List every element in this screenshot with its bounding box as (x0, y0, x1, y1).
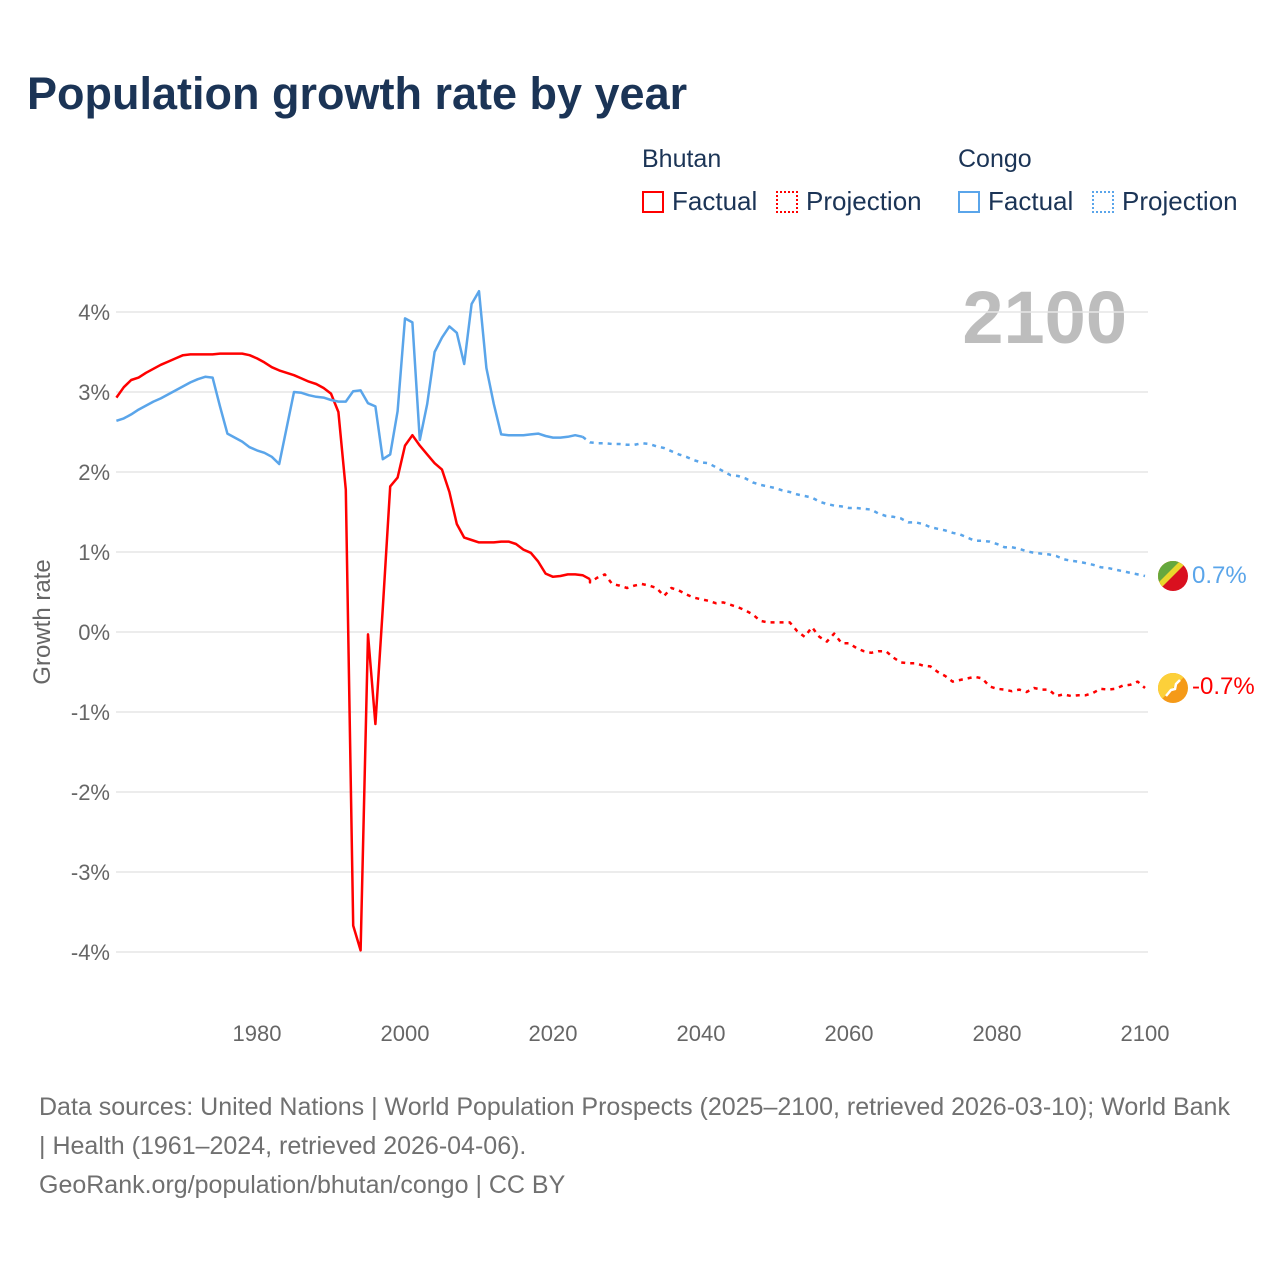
legend-label: Factual (988, 186, 1074, 216)
legend-label: Factual (672, 186, 758, 216)
legend-congo-factual[interactable]: Factual (958, 186, 1073, 217)
y-axis-label: Growth rate (29, 559, 56, 684)
bhutan-flag-icon (1158, 673, 1188, 703)
legend-swatch (958, 190, 980, 213)
credit-link[interactable]: GeoRank.org/population/bhutan/congo | CC… (39, 1171, 566, 1199)
y-tick-label: 3% (78, 380, 110, 405)
x-tick-label: 2060 (825, 1021, 874, 1046)
y-tick-label: 1% (78, 540, 110, 565)
x-tick-label: 1980 (233, 1021, 282, 1046)
y-tick-label: 0% (78, 620, 110, 645)
legend-bhutan-projection[interactable]: Projection (776, 186, 922, 217)
legend-group-congo: Congo (958, 145, 1032, 173)
congo-end-label: 0.7% (1192, 562, 1247, 589)
y-tick-label: -2% (71, 780, 110, 805)
x-tick-label: 2040 (677, 1021, 726, 1046)
y-tick-label: -3% (71, 860, 110, 885)
legend-bhutan-factual[interactable]: Factual (642, 186, 757, 217)
legend-congo-projection[interactable]: Projection (1092, 186, 1238, 217)
data-sources: Data sources: United Nations | World Pop… (39, 1093, 1230, 1160)
legend-label: Projection (1122, 186, 1238, 216)
legend-swatch (776, 190, 798, 213)
bhutan-factual-line (115, 352, 591, 952)
legend-swatch (642, 190, 664, 213)
congo-projection-line (581, 435, 1146, 578)
year-watermark: 2100 (962, 276, 1127, 359)
y-tick-label: -4% (71, 940, 110, 965)
y-tick-label: 2% (78, 460, 110, 485)
y-tick-label: -1% (71, 700, 110, 725)
x-tick-label: 2000 (381, 1021, 430, 1046)
footer: Data sources: United Nations | World Pop… (39, 1088, 1239, 1205)
legend-label: Projection (806, 186, 922, 216)
y-tick-label: 4% (78, 300, 110, 325)
plot-area: 2100 Growth rate 4% 3% 2% 1% 0% -1% -2% -3% -4% 1… (29, 276, 1255, 1046)
legend-group-bhutan: Bhutan (642, 145, 722, 173)
bhutan-end-label: -0.7% (1192, 673, 1255, 700)
congo-flag-icon (1158, 561, 1188, 591)
x-tick-label: 2080 (973, 1021, 1022, 1046)
x-tick-label: 2020 (529, 1021, 578, 1046)
x-tick-label: 2100 (1121, 1021, 1170, 1046)
legend-swatch (1092, 190, 1114, 213)
congo-factual-line (116, 289, 583, 466)
bhutan-projection-line (588, 573, 1146, 698)
chart-title: Population growth rate by year (27, 68, 688, 119)
